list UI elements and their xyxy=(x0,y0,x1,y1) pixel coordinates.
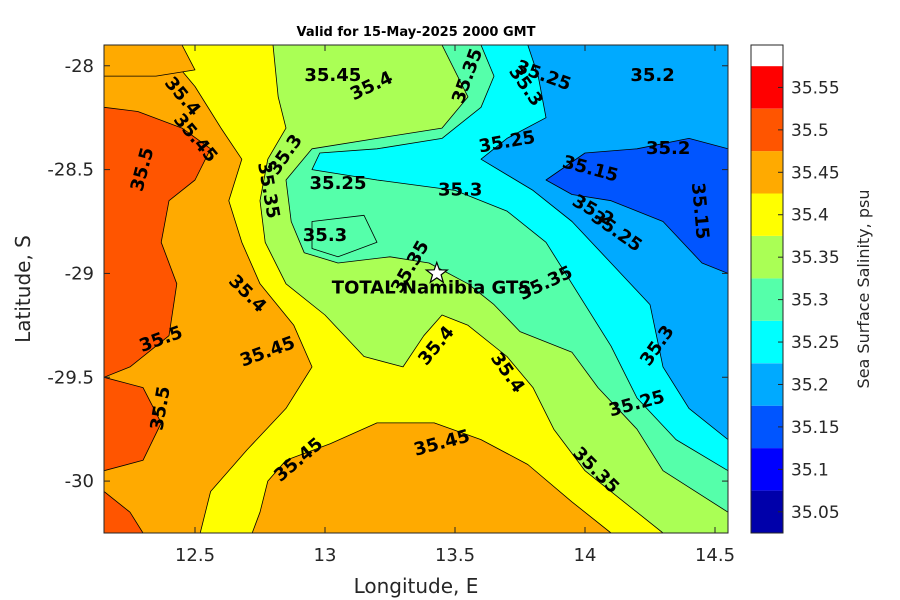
colorbar: 35.05 35.1 35.15 35.2 35.25 35.3 35.35 35.4 35.4… xyxy=(750,44,840,534)
salinity-region-2 xyxy=(104,491,144,533)
contour-label-11: 35.25 xyxy=(310,173,367,194)
colorbar-swatch-4 xyxy=(751,320,783,364)
x-axis: 12.5 13 13.5 14 14.5 xyxy=(175,45,735,566)
colorbar-frame xyxy=(750,44,784,534)
contour-label-5: 35.2 xyxy=(630,65,674,86)
colorbar-label-3: 35.2 xyxy=(791,375,829,395)
colorbar-title: Sea Surface Salinity, psu xyxy=(854,190,873,389)
chart-title: Valid for 15-May-2025 2000 GMT xyxy=(297,25,536,40)
colorbar-swatch-2 xyxy=(751,405,783,449)
salinity-region-8 xyxy=(311,214,378,258)
y-tick-label-4: -30 xyxy=(65,471,94,492)
colorbar-swatch-7 xyxy=(751,193,783,236)
x-tick-label-1: 13 xyxy=(314,545,337,566)
y-axis: -28 -28.5 -29 -29.5 -30 xyxy=(47,56,728,492)
colorbar-label-5: 35.3 xyxy=(791,291,829,311)
salinity-region-0 xyxy=(104,106,212,378)
colorbar-label-8: 35.45 xyxy=(791,163,840,183)
colorbar-swatch-3 xyxy=(751,363,783,406)
colorbar-swatch-8 xyxy=(751,151,783,194)
colorbar-label-0: 35.05 xyxy=(791,503,840,523)
salinity-region-11 xyxy=(545,137,728,274)
plot-frame xyxy=(103,44,729,534)
contour-label-0: 35.45 xyxy=(304,65,361,86)
y-tick-label-2: -29 xyxy=(65,263,94,284)
contour-label-12: 35.3 xyxy=(438,179,482,200)
y-tick-label-3: -29.5 xyxy=(47,367,94,388)
colorbar-swatch-1 xyxy=(751,448,783,491)
colorbar-swatch-5 xyxy=(751,278,783,321)
colorbar-label-4: 35.25 xyxy=(791,333,840,353)
x-tick-label-0: 12.5 xyxy=(175,545,215,566)
y-axis-label: Latitude, S xyxy=(11,235,35,343)
colorbar-label-1: 35.1 xyxy=(791,460,829,480)
colorbar-swatch-9 xyxy=(751,108,783,152)
contour-label-16: 35.15 xyxy=(687,182,713,241)
colorbar-label-7: 35.4 xyxy=(791,206,829,226)
colorbar-swatch-10 xyxy=(751,66,783,109)
site-star-icon xyxy=(424,260,449,284)
y-tick-label-0: -28 xyxy=(65,56,94,77)
salinity-region-4 xyxy=(104,45,196,77)
colorbar-label-10: 35.55 xyxy=(791,78,840,98)
x-tick-label-4: 14.5 xyxy=(695,545,735,566)
x-tick-label-3: 14 xyxy=(574,545,597,566)
contour-label-19: 35.3 xyxy=(303,225,347,246)
contour-label-14: 35.2 xyxy=(646,138,690,159)
colorbar-label-2: 35.15 xyxy=(791,418,840,438)
salinity-region-1 xyxy=(104,376,162,472)
colorbar-label-6: 35.35 xyxy=(791,248,840,268)
colorbar-swatch-0 xyxy=(751,490,783,533)
y-tick-label-1: -28.5 xyxy=(47,160,94,181)
colorbar-label-9: 35.5 xyxy=(791,121,829,141)
site-label: TOTAL Namibia GTS xyxy=(332,277,531,298)
x-axis-label: Longitude, E xyxy=(354,574,479,598)
x-tick-label-2: 13.5 xyxy=(435,545,475,566)
colorbar-swatch-6 xyxy=(751,236,783,279)
